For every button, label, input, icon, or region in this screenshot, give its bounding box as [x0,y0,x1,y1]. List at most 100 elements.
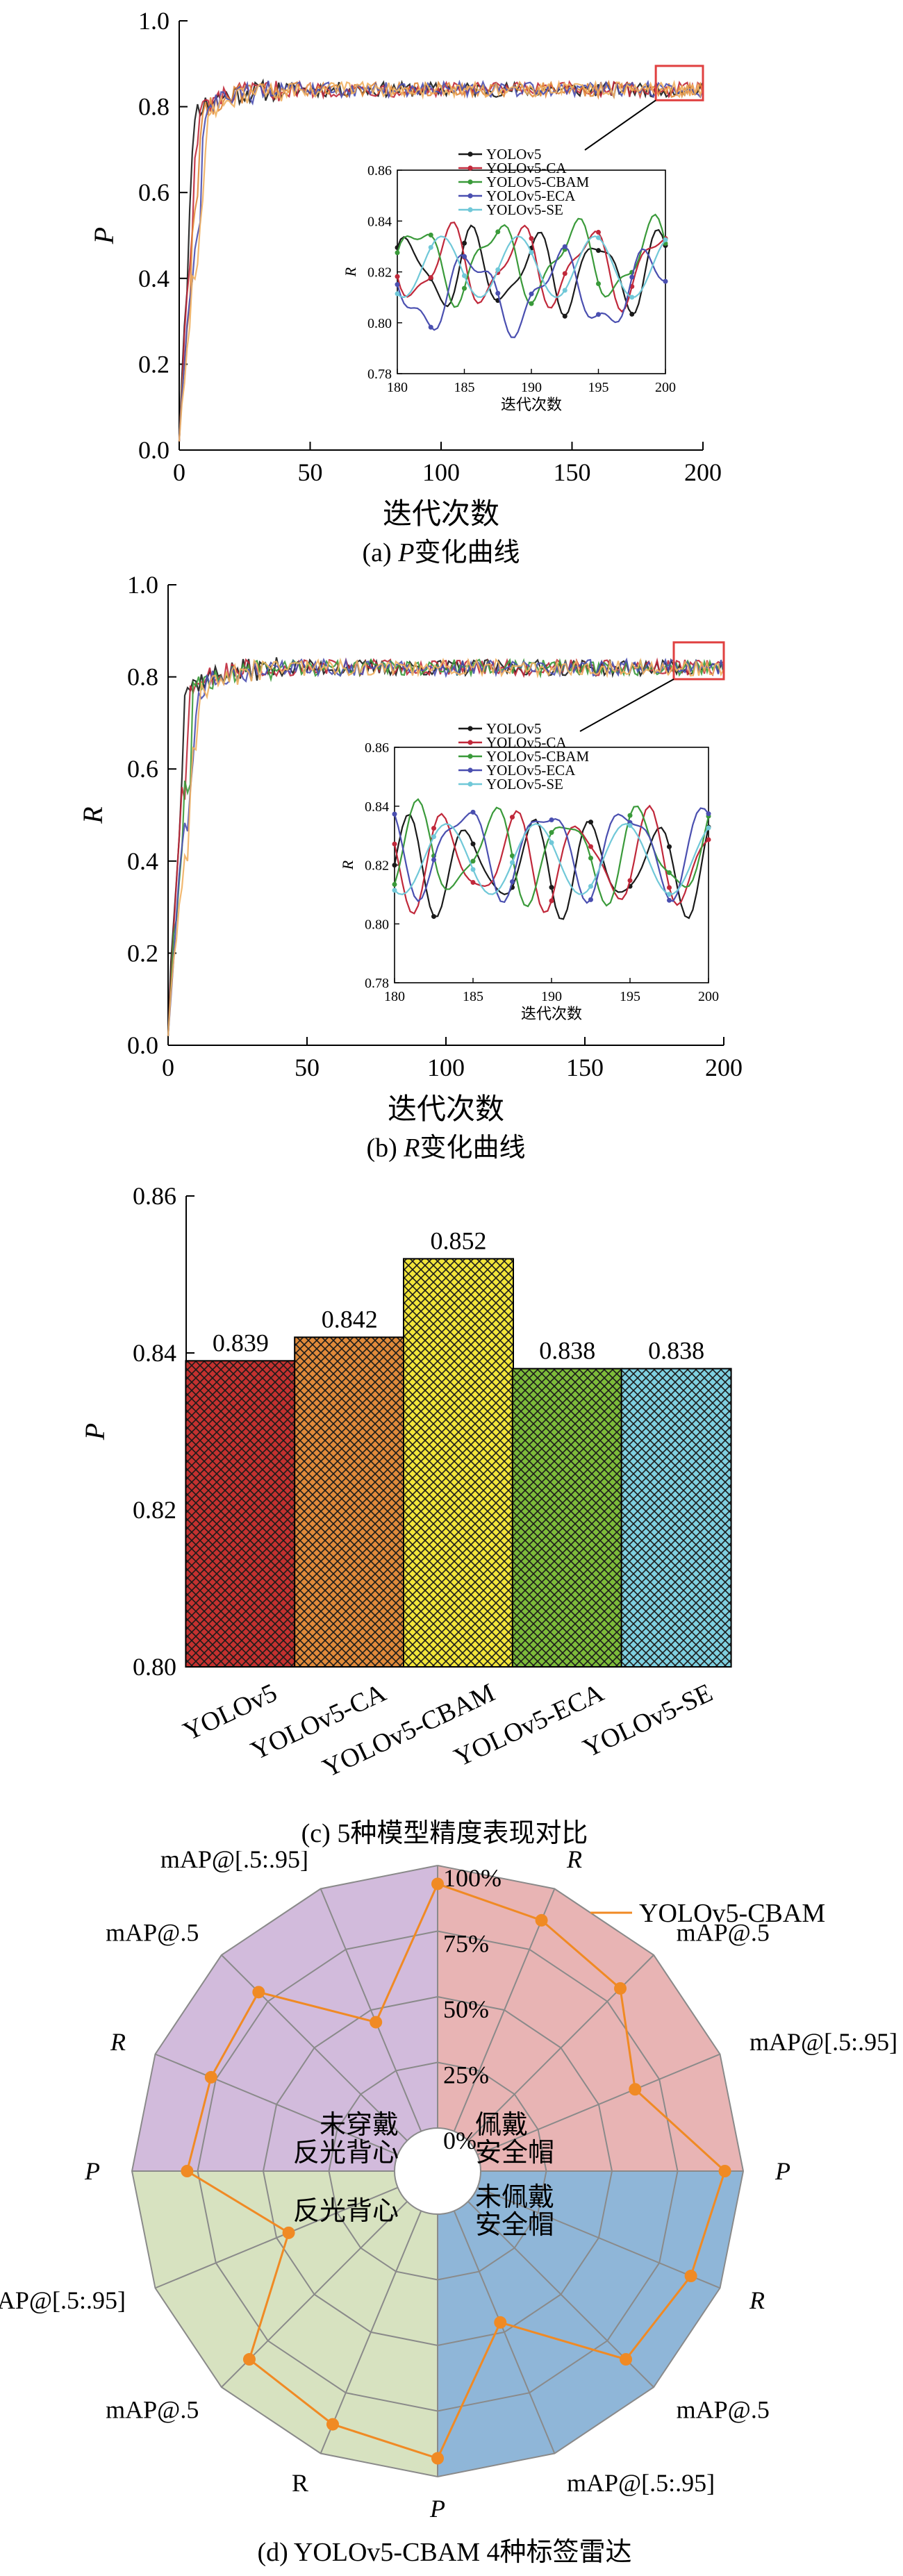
series-point [620,2353,633,2366]
inset-series-marker [395,250,400,256]
inset-series-marker [663,237,668,242]
inset-y-tick-label: 0.80 [365,917,389,932]
inset-series-marker [562,288,568,293]
inset-series-marker [495,267,501,272]
y-tick-label: 0.84 [133,1339,176,1367]
inset-series-marker [470,841,476,847]
inset-series-marker [549,817,554,823]
legend-marker [467,754,473,759]
x-tick-label: 200 [684,458,722,486]
legend-label: YOLOv5 [486,146,541,163]
inset-frame [394,747,709,983]
legend-marker [467,207,473,213]
inset-series-marker [667,892,672,897]
inset-series-marker [431,914,436,920]
inset-series-marker [596,235,601,240]
inset-series-marker [562,244,568,249]
series-point [370,2016,383,2029]
inset-x-tick-label: 190 [541,989,562,1004]
inset-series-marker [588,883,593,889]
inset-series-marker [667,844,672,849]
radar-spoke [477,2053,720,2156]
inset-series-marker [562,313,568,319]
y-tick-label: 0.4 [127,847,158,875]
inset-x-axis-label: 迭代次数 [501,396,562,413]
chart-panel-a: 0.0 0.2 0.4 0.6 0.8 1.0 0 50 100 150 200 迭代次数 P (a) P… [88,7,722,567]
axis-label: P [429,2495,445,2523]
y-tick-label: 0.2 [138,350,169,378]
inset-series-marker [588,855,593,861]
inset-x-tick-label: 195 [620,989,640,1004]
inset-x-tick-label: 200 [655,380,676,395]
y-tick-label: 0.80 [133,1653,176,1681]
inset-series-marker [667,897,672,903]
y-tick-label: 1.0 [138,7,169,35]
inset-series-marker [529,250,534,256]
inset-series-marker [706,837,711,842]
series-point [718,2165,731,2177]
inset-series-marker [395,282,400,288]
ring-label: 75% [443,1930,489,1958]
legend-marker [467,781,473,787]
inset-series-marker [462,285,467,291]
legend-marker [467,151,473,157]
inset-series-marker [392,863,397,868]
zoom-box [654,65,704,101]
inset-series-marker [588,820,593,825]
series-line-yolov5-se [178,79,704,442]
axis-label: P [774,2157,790,2185]
x-tick-label: 0 [162,1054,174,1081]
inset-y-tick-label: 0.78 [365,976,389,991]
figure-caption: (b) R变化曲线 [366,1133,525,1163]
group-label: 未穿戴 [320,2111,399,2140]
inset-series-marker [629,311,635,317]
inset-series-marker [431,857,436,863]
inset-x-tick-label: 200 [698,989,719,1004]
inset-y-axis-label: R [342,267,359,277]
axis-label: mAP@[.5:.95] [160,1851,308,1873]
bar-yolov5-se [620,1368,732,1668]
inset-series-marker [596,281,601,287]
legend-marker [467,767,473,773]
legend-marker [467,165,473,171]
y-tick-label: 0.82 [133,1496,176,1524]
inset-series-marker [629,294,635,300]
y-tick-label: 1.0 [127,571,158,599]
inset-series-marker [428,244,433,250]
y-tick-label: 0.8 [127,663,158,691]
inset-series-marker [470,867,476,872]
figure-caption: (d) YOLOv5-CBAM 4种标签雷达 [257,2538,631,2567]
axis-label: mAP@.5 [106,1918,199,1946]
legend-label: YOLOv5-CBAM [639,1899,825,1928]
inset-series-marker [596,229,601,235]
axis-label: mAP@.5 [677,1918,770,1946]
bar-value-label: 0.852 [431,1227,487,1254]
inset-series-marker [392,881,397,887]
inset-series-marker [495,290,501,296]
inset-y-tick-label: 0.80 [367,316,392,331]
y-tick-label: 0.6 [127,755,158,783]
series-point [242,2353,256,2366]
inset-series-marker [706,811,711,817]
zoom-connector [584,99,656,151]
inset-frame [397,169,666,374]
inset-series-marker [470,809,476,815]
group-label: 佩戴 [475,2111,528,2140]
x-tick-label: 0 [173,458,185,486]
inset-series-marker [462,240,467,246]
radar-spoke [320,1888,422,2132]
axis-label: R [566,1851,582,1873]
inset-series-marker [562,271,568,276]
inset-x-axis-label: 迭代次数 [521,1005,582,1022]
inset-series-marker [510,860,515,865]
inset-x-tick-label: 185 [454,380,475,395]
group-label: 反光背心 [293,2138,399,2168]
radar-spoke [155,2053,399,2156]
inset-series-marker [706,825,711,831]
bar-yolov5-eca [511,1368,623,1668]
inset-series-marker [667,885,672,890]
inset-series-marker [549,885,554,890]
series-point [252,1986,265,1999]
axis-label: mAP@[.5:.95] [567,2469,715,2497]
